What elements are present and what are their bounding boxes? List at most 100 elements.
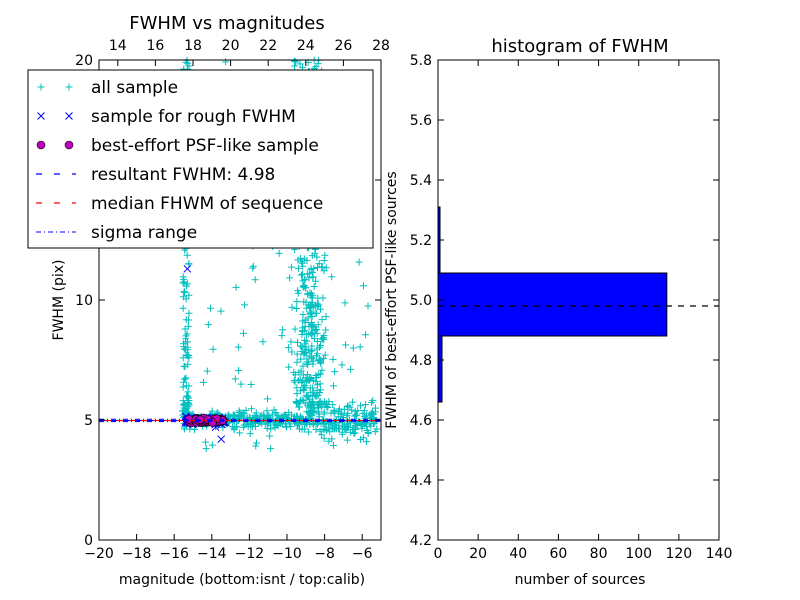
histogram-bar	[437, 272, 668, 337]
all-sample-point	[312, 63, 320, 71]
all-sample-point	[316, 370, 324, 378]
all-sample-point	[316, 427, 324, 435]
all-sample-point	[311, 250, 319, 258]
y-tick-label: 4.6	[410, 413, 432, 429]
all-sample-point	[270, 406, 278, 414]
legend-entry: sigma range	[36, 223, 197, 243]
all-sample-point	[181, 375, 189, 383]
all-sample-point	[362, 331, 370, 339]
all-sample-point	[294, 287, 302, 295]
x-tick-label: −12	[235, 546, 265, 562]
all-sample-point	[282, 423, 290, 431]
x-tick-label: −6	[352, 546, 373, 562]
all-sample-point	[299, 277, 307, 285]
y-tick-label: 4.8	[410, 353, 432, 369]
right-x-axis-label: number of sources	[515, 572, 646, 588]
all-sample-point	[202, 445, 210, 453]
all-sample-point	[236, 429, 244, 437]
all-sample-point	[288, 303, 296, 311]
all-sample-point	[295, 403, 303, 411]
all-sample-point	[317, 386, 325, 394]
all-sample-point	[358, 425, 366, 433]
all-sample-point	[313, 309, 321, 317]
all-sample-point	[241, 301, 249, 309]
top-x-tick-label: 22	[259, 38, 277, 54]
all-sample-point	[329, 355, 337, 363]
all-sample-point	[320, 257, 328, 265]
all-sample-point	[321, 351, 329, 359]
left-axis-ticks: −20−18−16−14−12−10−8−6051015201416182022…	[75, 38, 390, 562]
all-sample-point	[252, 442, 260, 450]
rough-fwhm-point	[217, 435, 226, 444]
all-sample-point	[273, 412, 281, 420]
all-sample-point	[294, 264, 302, 272]
all-sample-point	[354, 407, 362, 415]
all-sample-point	[202, 438, 210, 446]
all-sample-point	[368, 408, 376, 416]
all-sample-point	[303, 337, 311, 345]
all-sample-point	[181, 288, 189, 296]
all-sample-point	[239, 329, 247, 337]
all-sample-point	[299, 362, 307, 370]
x-tick-label: −18	[122, 546, 152, 562]
all-sample-point	[349, 426, 357, 434]
all-sample-point	[182, 382, 190, 390]
all-sample-point	[309, 406, 317, 414]
all-sample-point	[301, 425, 309, 433]
all-sample-point	[208, 441, 216, 449]
all-sample-point	[203, 367, 211, 375]
all-sample-point	[297, 342, 305, 350]
all-sample-point	[292, 305, 300, 313]
all-sample-point	[307, 303, 315, 311]
all-sample-point	[282, 411, 290, 419]
all-sample-point	[264, 395, 272, 403]
all-sample-point	[357, 421, 365, 429]
all-sample-point	[318, 366, 326, 374]
x-tick-label: 0	[434, 546, 443, 562]
all-sample-point	[349, 398, 357, 406]
all-sample-point	[307, 347, 315, 355]
all-sample-point	[179, 293, 187, 301]
all-sample-point	[301, 284, 309, 292]
all-sample-point	[252, 439, 260, 447]
all-sample-point	[316, 398, 324, 406]
all-sample-point	[182, 282, 190, 290]
x-tick-label: −14	[197, 546, 227, 562]
all-sample-point	[302, 391, 310, 399]
all-sample-point	[184, 388, 192, 396]
legend-label: resultant FWHM: 4.98	[91, 165, 275, 185]
all-sample-point	[180, 278, 188, 286]
legend-label: best-effort PSF-like sample	[91, 136, 319, 156]
all-sample-point	[319, 354, 327, 362]
all-sample-point	[329, 401, 337, 409]
all-sample-point	[263, 424, 271, 432]
y-tick-label: 5.6	[410, 113, 432, 129]
all-sample-point	[298, 378, 306, 386]
all-sample-point	[314, 263, 322, 271]
all-sample-point	[317, 342, 325, 350]
right-histogram-panel: 0 20 40 60 80 100 120 140 4.2 4.4 4.6 4.8 5.0 5.2 5.4 5…	[384, 36, 732, 588]
all-sample-point	[179, 383, 187, 391]
all-sample-point	[320, 434, 328, 442]
all-sample-point	[311, 391, 319, 399]
all-sample-point	[307, 301, 315, 309]
top-x-tick-label: 26	[334, 38, 352, 54]
all-sample-point	[309, 355, 317, 363]
all-sample-point	[249, 264, 257, 272]
all-sample-point	[347, 365, 355, 373]
top-x-tick-label: 14	[109, 38, 127, 54]
all-sample-point	[302, 378, 310, 386]
legend-entries: all sample sample for rough FWHM best-effo…	[36, 78, 323, 243]
all-sample-point	[330, 406, 338, 414]
all-sample-point	[355, 258, 363, 266]
all-sample-point	[290, 57, 298, 65]
all-sample-point	[247, 381, 255, 389]
x-tick-label: 40	[509, 546, 527, 562]
legend-entry: all sample	[37, 78, 178, 98]
all-sample-point	[303, 355, 311, 363]
all-sample-point	[319, 334, 327, 342]
all-sample-point	[364, 429, 372, 437]
y-tick-label: 4.2	[410, 533, 432, 549]
all-sample-point	[252, 409, 260, 417]
all-sample-point	[303, 270, 311, 278]
